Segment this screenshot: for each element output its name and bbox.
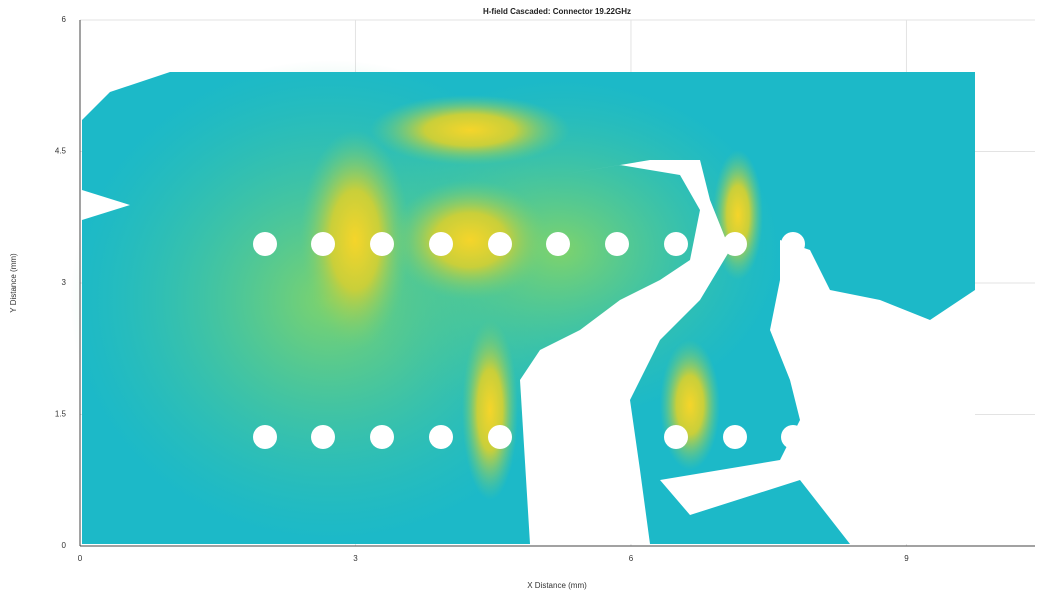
field-map bbox=[70, 60, 975, 544]
y-tick-label: 6 bbox=[62, 15, 67, 24]
field-hot bbox=[390, 180, 550, 300]
y-tick-label: 3 bbox=[62, 278, 67, 287]
x-axis-label: X Distance (mm) bbox=[527, 581, 587, 590]
chart: H-field Cascaded: Connector 19.22GHz X D… bbox=[0, 0, 1037, 592]
x-tick-label: 3 bbox=[353, 554, 358, 563]
x-tick-label: 6 bbox=[629, 554, 634, 563]
x-tick-label: 0 bbox=[78, 554, 83, 563]
field-hot bbox=[660, 340, 720, 470]
x-tick-label: 9 bbox=[904, 554, 909, 563]
y-axis-label: Y Distance (mm) bbox=[9, 253, 18, 313]
y-tick-label: 4.5 bbox=[55, 147, 67, 156]
y-tick-label: 0 bbox=[62, 541, 67, 550]
y-tick-label: 1.5 bbox=[55, 410, 67, 419]
field-hot bbox=[370, 95, 570, 165]
field-hot bbox=[462, 320, 518, 500]
chart-title: H-field Cascaded: Connector 19.22GHz bbox=[483, 7, 631, 16]
